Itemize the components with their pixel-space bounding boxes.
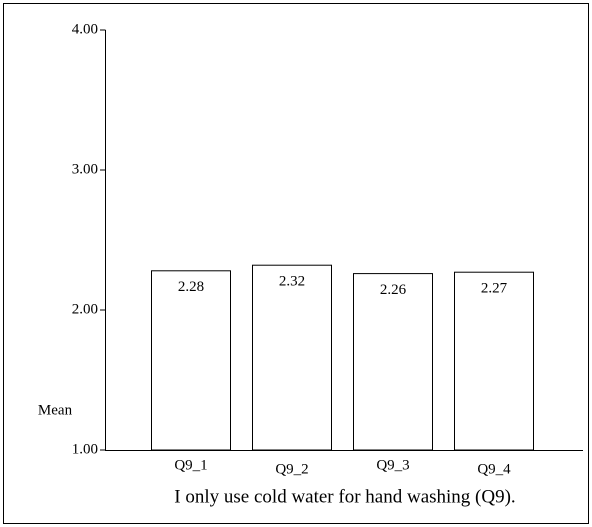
bar: [252, 264, 332, 451]
data-label: 2.28: [178, 279, 204, 295]
y-axis-label: Mean: [38, 402, 73, 418]
data-label: 2.32: [279, 274, 305, 290]
x-axis-label: I only use cold water for hand washing (…: [174, 486, 515, 507]
bar: [454, 271, 534, 451]
x-tick-label: Q9_3: [376, 457, 409, 473]
data-label: 2.27: [481, 281, 508, 297]
y-tick-label: 3.00: [72, 161, 98, 177]
data-label: 2.26: [380, 282, 407, 298]
y-tick-label: 2.00: [72, 301, 98, 317]
y-tick-label: 1.00: [72, 441, 98, 457]
x-tick-label: Q9_2: [275, 461, 308, 477]
bar: [353, 273, 433, 451]
x-tick-label: Q9_1: [174, 457, 207, 473]
bar: [151, 270, 231, 451]
x-tick-label: Q9_4: [477, 461, 511, 477]
y-tick-label: 4.00: [72, 21, 98, 37]
